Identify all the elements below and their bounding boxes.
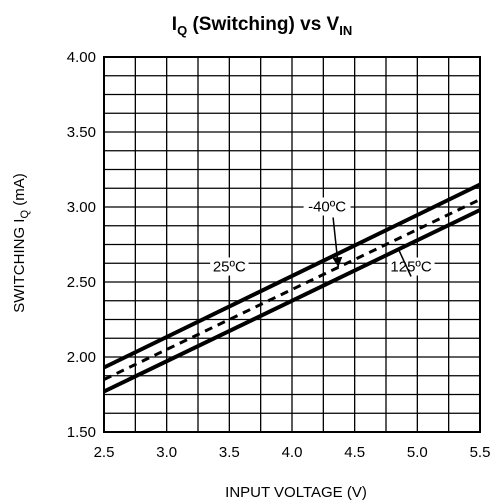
annotation-label: 25ºC	[213, 259, 246, 276]
y-tick-label: 2.00	[67, 349, 96, 366]
x-tick-label: 3.5	[219, 444, 240, 461]
x-tick-label: 4.5	[344, 444, 365, 461]
series-line	[103, 182, 481, 370]
chart-title: IQ (Switching) vs VIN	[172, 14, 352, 38]
annotation-arrowhead	[332, 256, 343, 268]
annotation-background	[387, 257, 435, 276]
x-tick-labels: 2.5 3.0 3.5 4.0 4.5 5.0 5.5	[94, 444, 491, 461]
y-tick-label: 1.50	[67, 424, 96, 441]
annotation-leader-line	[397, 249, 412, 277]
x-tick-label: 3.0	[156, 444, 177, 461]
grid	[104, 57, 480, 432]
x-tick-label: 5.0	[407, 444, 428, 461]
series-line	[103, 208, 481, 394]
y-tick-label: 4.00	[67, 49, 96, 66]
x-tick-label: 2.5	[94, 444, 115, 461]
series-layer	[103, 182, 481, 394]
y-tick-label: 3.00	[67, 199, 96, 216]
annotation-label: -40ºC	[308, 199, 346, 216]
x-tick-label: 4.0	[282, 444, 303, 461]
y-tick-labels: 1.50 2.00 2.50 3.00 3.50 4.00	[67, 49, 96, 441]
annotation-background	[303, 197, 351, 216]
y-tick-label: 3.50	[67, 124, 96, 141]
annotation-label: 125ºC	[390, 259, 432, 276]
plot-frame	[103, 56, 481, 433]
annotations: -40ºC 25ºC 125ºC	[210, 197, 435, 307]
x-tick-label: 5.5	[470, 444, 491, 461]
annotation-background	[210, 257, 249, 276]
x-axis-label: INPUT VOLTAGE (V)	[225, 484, 367, 501]
y-axis-label: SWITCHING IQ (mA)	[11, 173, 31, 312]
y-tick-label: 2.50	[67, 274, 96, 291]
